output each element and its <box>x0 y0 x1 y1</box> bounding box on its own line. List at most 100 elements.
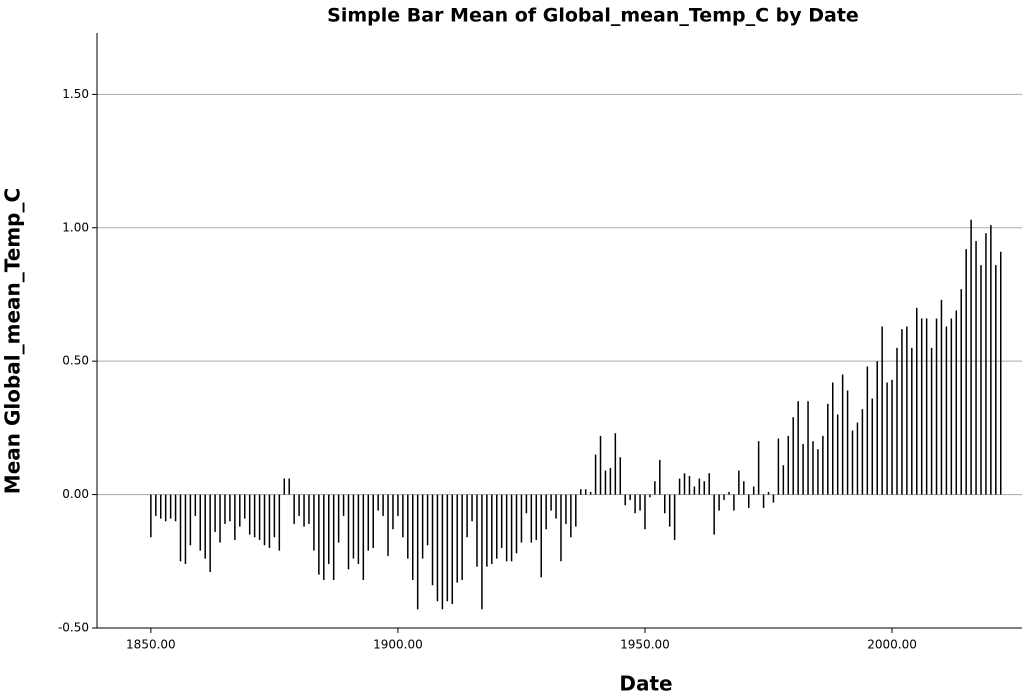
bar <box>308 494 310 524</box>
bar <box>560 494 562 562</box>
bar <box>644 494 646 530</box>
bar <box>174 494 177 522</box>
bar <box>807 401 809 495</box>
bar <box>950 318 953 495</box>
bar <box>787 435 790 495</box>
bar <box>402 494 404 538</box>
bar <box>639 494 641 511</box>
bar <box>505 494 508 562</box>
bar <box>861 409 864 495</box>
bar <box>545 494 547 530</box>
bar <box>693 486 696 495</box>
bar <box>441 494 444 610</box>
bar <box>471 494 473 522</box>
y-tick-label: -0.50 <box>58 621 89 635</box>
bar <box>792 417 794 495</box>
bar <box>372 494 374 548</box>
bar <box>668 494 671 527</box>
bar <box>234 494 236 540</box>
bar <box>797 401 799 495</box>
bar <box>303 494 305 527</box>
bar <box>817 449 819 495</box>
chart-title: Simple Bar Mean of Global_mean_Temp_C by… <box>327 5 859 27</box>
bar <box>708 473 710 495</box>
bar <box>169 494 172 519</box>
bar <box>920 318 923 495</box>
bar <box>752 486 755 495</box>
bar <box>579 489 582 495</box>
bar <box>530 494 533 543</box>
bar <box>589 491 592 495</box>
bar <box>822 435 824 495</box>
bar <box>342 494 345 516</box>
bar <box>436 494 439 602</box>
bar <box>313 494 315 551</box>
bar <box>782 465 785 495</box>
bar <box>688 475 691 495</box>
bar <box>955 310 958 495</box>
bar <box>515 494 518 554</box>
bar <box>990 225 992 495</box>
bar <box>965 249 967 495</box>
bar <box>723 494 725 500</box>
bar <box>960 289 962 495</box>
bar <box>856 422 859 495</box>
bar <box>367 494 370 551</box>
bar <box>456 494 458 583</box>
bar <box>836 414 839 495</box>
bar <box>495 494 498 559</box>
bar <box>179 494 182 562</box>
bar <box>747 494 750 508</box>
bar <box>930 347 933 495</box>
bar <box>407 494 409 559</box>
bar <box>273 494 276 538</box>
bar <box>362 494 365 580</box>
bar <box>184 494 187 564</box>
bar <box>194 494 197 516</box>
bar <box>654 481 656 495</box>
bar <box>278 494 281 551</box>
bar <box>214 494 216 532</box>
bar <box>841 374 844 495</box>
bar <box>323 494 325 580</box>
bar <box>510 494 513 562</box>
bar <box>239 494 241 527</box>
bar <box>392 494 394 530</box>
bar <box>347 494 350 570</box>
bar <box>777 438 780 495</box>
bar <box>491 494 493 564</box>
bar <box>224 494 226 524</box>
bar <box>466 494 468 538</box>
bar <box>738 470 740 495</box>
bar <box>594 454 597 495</box>
bar <box>916 307 918 495</box>
bar <box>663 494 666 514</box>
bar <box>219 494 221 543</box>
y-axis-title: Mean Global_mean_Temp_C <box>1 188 25 494</box>
bar <box>397 494 399 516</box>
bar <box>535 494 538 540</box>
bar <box>258 494 261 540</box>
bar <box>733 494 735 511</box>
bar <box>525 494 528 514</box>
bar <box>673 494 676 540</box>
bar <box>565 494 567 524</box>
bar <box>698 478 701 495</box>
bar <box>649 494 651 498</box>
bar <box>629 494 631 500</box>
bar <box>243 494 246 519</box>
bar <box>846 390 849 495</box>
bar <box>886 382 888 495</box>
bar <box>718 494 720 511</box>
bar <box>881 326 883 495</box>
bar <box>500 494 503 548</box>
bar <box>248 494 251 535</box>
bar <box>832 382 834 495</box>
bar <box>678 478 681 495</box>
bar <box>634 494 636 514</box>
bar <box>827 403 829 495</box>
bar <box>229 494 231 522</box>
bar <box>486 494 488 567</box>
bar <box>416 494 419 610</box>
bar <box>426 494 429 546</box>
